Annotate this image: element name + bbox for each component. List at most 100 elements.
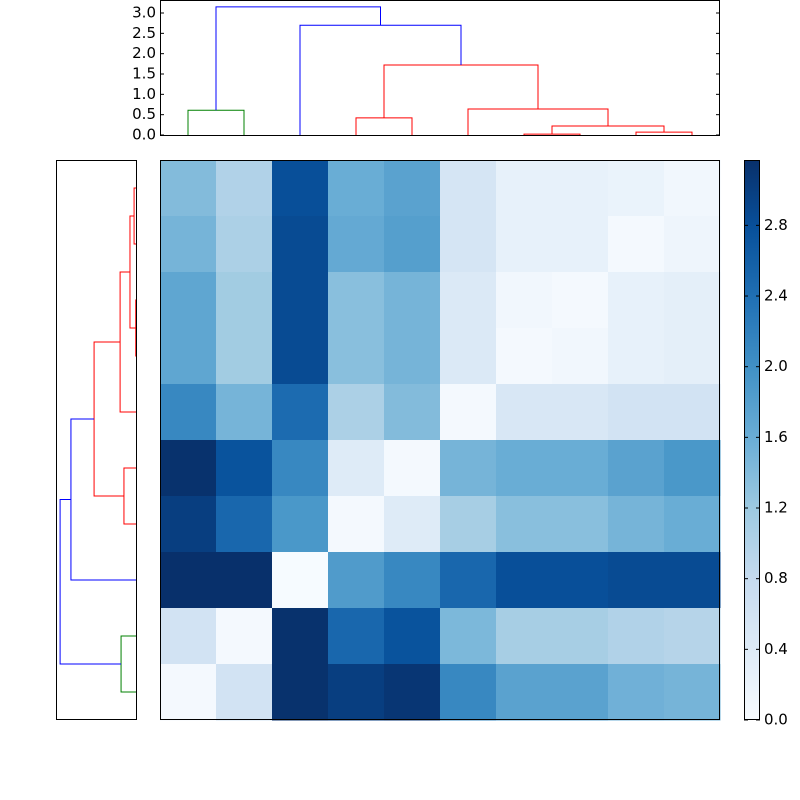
heatmap-cell bbox=[608, 440, 665, 497]
heatmap-cell bbox=[216, 328, 273, 385]
heatmap-cell bbox=[216, 608, 273, 665]
dendrogram-link bbox=[215, 6, 381, 111]
dendrogram-link bbox=[551, 125, 665, 135]
heatmap-cell bbox=[440, 272, 497, 329]
heatmap-cell bbox=[608, 328, 665, 385]
heatmap-cell bbox=[216, 664, 273, 721]
heatmap-cell bbox=[440, 552, 497, 609]
heatmap-cell bbox=[384, 216, 441, 273]
heatmap-cell bbox=[384, 440, 441, 497]
heatmap-cell bbox=[496, 328, 553, 385]
heatmap-cell bbox=[328, 272, 385, 329]
heatmap-cell bbox=[664, 440, 721, 497]
heatmap-cell bbox=[160, 552, 217, 609]
heatmap-cell bbox=[440, 664, 497, 721]
dendrogram-link bbox=[187, 109, 245, 135]
dendrogram-link bbox=[467, 108, 609, 135]
heatmap-cell bbox=[496, 272, 553, 329]
heatmap-cell bbox=[384, 608, 441, 665]
dendrogram-link bbox=[129, 215, 136, 329]
heatmap-cell bbox=[328, 440, 385, 497]
heatmap-cell bbox=[496, 384, 553, 441]
heatmap-cell bbox=[440, 160, 497, 217]
heatmap-cell bbox=[664, 160, 721, 217]
colorbar-tick-label: 2.8 bbox=[764, 216, 788, 234]
heatmap-cell bbox=[496, 608, 553, 665]
colorbar-tick-label: 1.2 bbox=[764, 499, 788, 517]
dendrogram-link bbox=[383, 64, 539, 118]
colorbar-frame bbox=[744, 160, 760, 720]
heatmap-cell bbox=[608, 664, 665, 721]
heatmap-cell bbox=[160, 440, 217, 497]
dendrogram-link bbox=[59, 499, 122, 665]
heatmap-cell bbox=[608, 160, 665, 217]
heatmap-cell bbox=[272, 664, 329, 721]
heatmap-cell bbox=[440, 440, 497, 497]
heatmap-cell bbox=[496, 216, 553, 273]
y-tick-label: 3.0 bbox=[132, 4, 156, 22]
heatmap-cell bbox=[552, 272, 609, 329]
heatmap-cell bbox=[216, 384, 273, 441]
heatmap-cell bbox=[552, 552, 609, 609]
heatmap-cell bbox=[552, 440, 609, 497]
heatmap-cell bbox=[608, 552, 665, 609]
colorbar-tick-label: 0.4 bbox=[764, 640, 788, 658]
heatmap-cell bbox=[384, 272, 441, 329]
heatmap-cell bbox=[384, 328, 441, 385]
heatmap-cell bbox=[160, 160, 217, 217]
dendrogram-link bbox=[523, 133, 581, 135]
colorbar-tick-label: 1.6 bbox=[764, 428, 788, 446]
heatmap-cell bbox=[552, 328, 609, 385]
heatmap-cell bbox=[664, 608, 721, 665]
heatmap-cell bbox=[664, 496, 721, 553]
dendrogram-link bbox=[133, 187, 136, 245]
y-tick-label: 0.5 bbox=[132, 105, 156, 123]
heatmap-cell bbox=[384, 496, 441, 553]
heatmap-cell bbox=[272, 440, 329, 497]
heatmap-cell bbox=[384, 160, 441, 217]
dendrogram-link bbox=[299, 24, 462, 135]
heatmap-cell bbox=[608, 216, 665, 273]
heatmap-cell bbox=[440, 216, 497, 273]
heatmap-cell bbox=[216, 496, 273, 553]
heatmap-cell bbox=[272, 384, 329, 441]
heatmap-cell bbox=[272, 328, 329, 385]
heatmap-cell bbox=[496, 496, 553, 553]
heatmap-cell bbox=[328, 608, 385, 665]
heatmap-cell bbox=[440, 384, 497, 441]
colorbar-tick-label: 2.0 bbox=[764, 357, 788, 375]
heatmap-cell bbox=[272, 552, 329, 609]
heatmap-cell bbox=[160, 272, 217, 329]
heatmap-cell bbox=[552, 664, 609, 721]
heatmap-cell bbox=[664, 272, 721, 329]
y-tick-label: 1.0 bbox=[132, 85, 156, 103]
heatmap-cell bbox=[328, 664, 385, 721]
heatmap-cell bbox=[496, 160, 553, 217]
heatmap-cell bbox=[664, 552, 721, 609]
heatmap-cell bbox=[608, 608, 665, 665]
heatmap-cell bbox=[272, 160, 329, 217]
heatmap-cell bbox=[272, 216, 329, 273]
dendrogram-link bbox=[635, 131, 693, 135]
heatmap-cell bbox=[496, 552, 553, 609]
colorbar-tick-label: 0.0 bbox=[764, 711, 788, 729]
heatmap-cell bbox=[272, 272, 329, 329]
dendrogram-link bbox=[120, 635, 136, 693]
heatmap-cell bbox=[552, 608, 609, 665]
heatmap-cell bbox=[216, 272, 273, 329]
heatmap-cell bbox=[496, 664, 553, 721]
heatmap-cell bbox=[328, 216, 385, 273]
heatmap-cell bbox=[440, 608, 497, 665]
dendrogram-link bbox=[355, 117, 413, 135]
heatmap-cell bbox=[664, 664, 721, 721]
heatmap-cell bbox=[384, 384, 441, 441]
heatmap-cell bbox=[216, 440, 273, 497]
y-tick-label: 1.5 bbox=[132, 65, 156, 83]
heatmap-cell bbox=[552, 160, 609, 217]
heatmap-cell bbox=[440, 328, 497, 385]
heatmap-cell bbox=[384, 552, 441, 609]
heatmap-frame bbox=[160, 160, 720, 720]
colorbar-tick-label: 0.8 bbox=[764, 569, 788, 587]
heatmap-cell bbox=[328, 328, 385, 385]
